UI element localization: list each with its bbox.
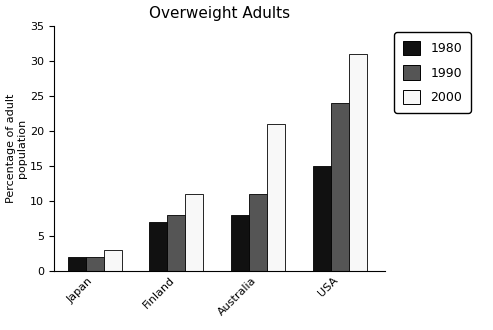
Bar bbox=[68, 257, 86, 271]
Title: Overweight Adults: Overweight Adults bbox=[148, 6, 290, 20]
Bar bbox=[185, 194, 203, 271]
Bar bbox=[313, 166, 331, 271]
Bar bbox=[86, 257, 104, 271]
Bar bbox=[231, 215, 249, 271]
Y-axis label: Percentage of adult
population: Percentage of adult population bbox=[5, 94, 27, 203]
Bar bbox=[167, 215, 185, 271]
Bar bbox=[149, 222, 167, 271]
Legend: 1980, 1990, 2000: 1980, 1990, 2000 bbox=[394, 32, 471, 113]
Bar bbox=[349, 54, 367, 271]
Bar bbox=[267, 124, 285, 271]
Bar bbox=[249, 194, 267, 271]
Bar bbox=[331, 103, 349, 271]
Bar bbox=[104, 249, 122, 271]
